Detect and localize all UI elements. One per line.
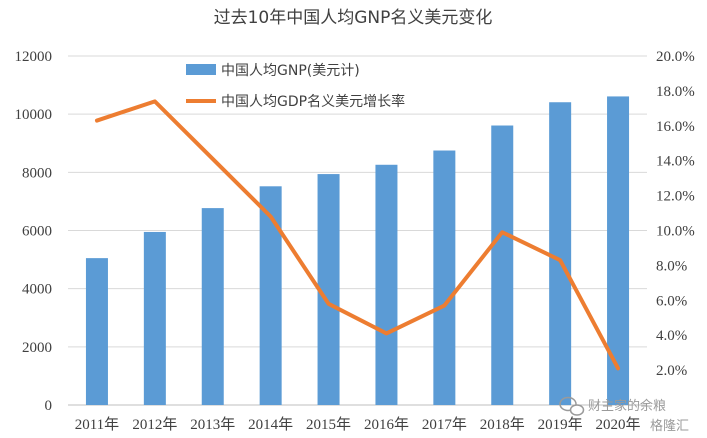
bar-2016年 xyxy=(375,164,398,405)
line-series xyxy=(94,99,621,371)
bar-2019年 xyxy=(549,102,572,406)
left-tick-label: 2000 xyxy=(22,340,52,356)
x-tick-label: 2020年 xyxy=(596,416,641,433)
right-tick-label: 6.0% xyxy=(656,293,687,309)
left-tick-label: 6000 xyxy=(22,224,52,240)
bar-2015年 xyxy=(317,174,340,405)
right-tick-label: 12.0% xyxy=(656,189,695,205)
right-tick-label: 20.0% xyxy=(656,49,695,65)
left-tick-label: 8000 xyxy=(22,165,52,181)
x-tick-label: 2015年 xyxy=(306,416,351,433)
right-tick-label: 4.0% xyxy=(656,328,687,344)
x-tick-label: 2017年 xyxy=(422,416,467,433)
right-tick-label: 16.0% xyxy=(656,119,695,135)
left-tick-label: 10000 xyxy=(15,107,53,123)
right-tick-label: 18.0% xyxy=(656,84,695,100)
legend-label-bar: 中国人均GNP(美元计) xyxy=(221,63,360,79)
bar-2017年 xyxy=(433,150,456,405)
left-axis: 0 2000 4000 6000 8000 10000 12000 xyxy=(15,49,53,414)
legend-swatch-bar xyxy=(186,64,216,75)
wechat-icon xyxy=(559,396,585,416)
bar-2018年 xyxy=(491,125,514,406)
legend: 中国人均GNP(美元计) 中国人均GDP名义美元增长率 xyxy=(186,63,405,110)
bar-2020年 xyxy=(607,96,630,405)
bar-2012年 xyxy=(143,231,166,405)
growth-rate-line xyxy=(94,99,621,371)
left-tick-label: 12000 xyxy=(15,49,53,65)
left-tick-label: 4000 xyxy=(22,282,52,298)
bar-2013年 xyxy=(201,208,224,405)
x-axis: 2011年 2012年 2013年 2014年 2015年 2016年 2017年 2018年… xyxy=(75,416,641,433)
x-tick-label: 2018年 xyxy=(480,416,525,433)
legend-label-line: 中国人均GDP名义美元增长率 xyxy=(221,93,405,110)
x-tick-label: 2016年 xyxy=(364,416,409,433)
x-tick-label: 2019年 xyxy=(538,416,583,433)
left-tick-label: 0 xyxy=(45,398,53,414)
x-tick-label: 2014年 xyxy=(248,416,293,433)
bar-2011年 xyxy=(85,258,108,405)
bar-2014年 xyxy=(259,186,282,405)
chart-title: 过去10年中国人均GNP名义美元变化 xyxy=(214,8,493,28)
x-tick-label: 2013年 xyxy=(190,416,235,433)
right-tick-label: 14.0% xyxy=(656,154,695,170)
watermark-logo-text: 格隆汇 xyxy=(650,418,689,434)
right-tick-label: 2.0% xyxy=(656,363,687,379)
x-tick-label: 2012年 xyxy=(132,416,177,433)
watermark-text: 财主家的余粮 xyxy=(588,398,666,414)
right-tick-label: 10.0% xyxy=(656,224,695,240)
bar-series xyxy=(85,96,630,406)
right-axis: 2.0% 4.0% 6.0% 8.0% 10.0% 12.0% 14.0% 16.0% 18.0… xyxy=(656,49,695,379)
right-tick-label: 8.0% xyxy=(656,258,687,274)
x-tick-label: 2011年 xyxy=(75,416,119,433)
